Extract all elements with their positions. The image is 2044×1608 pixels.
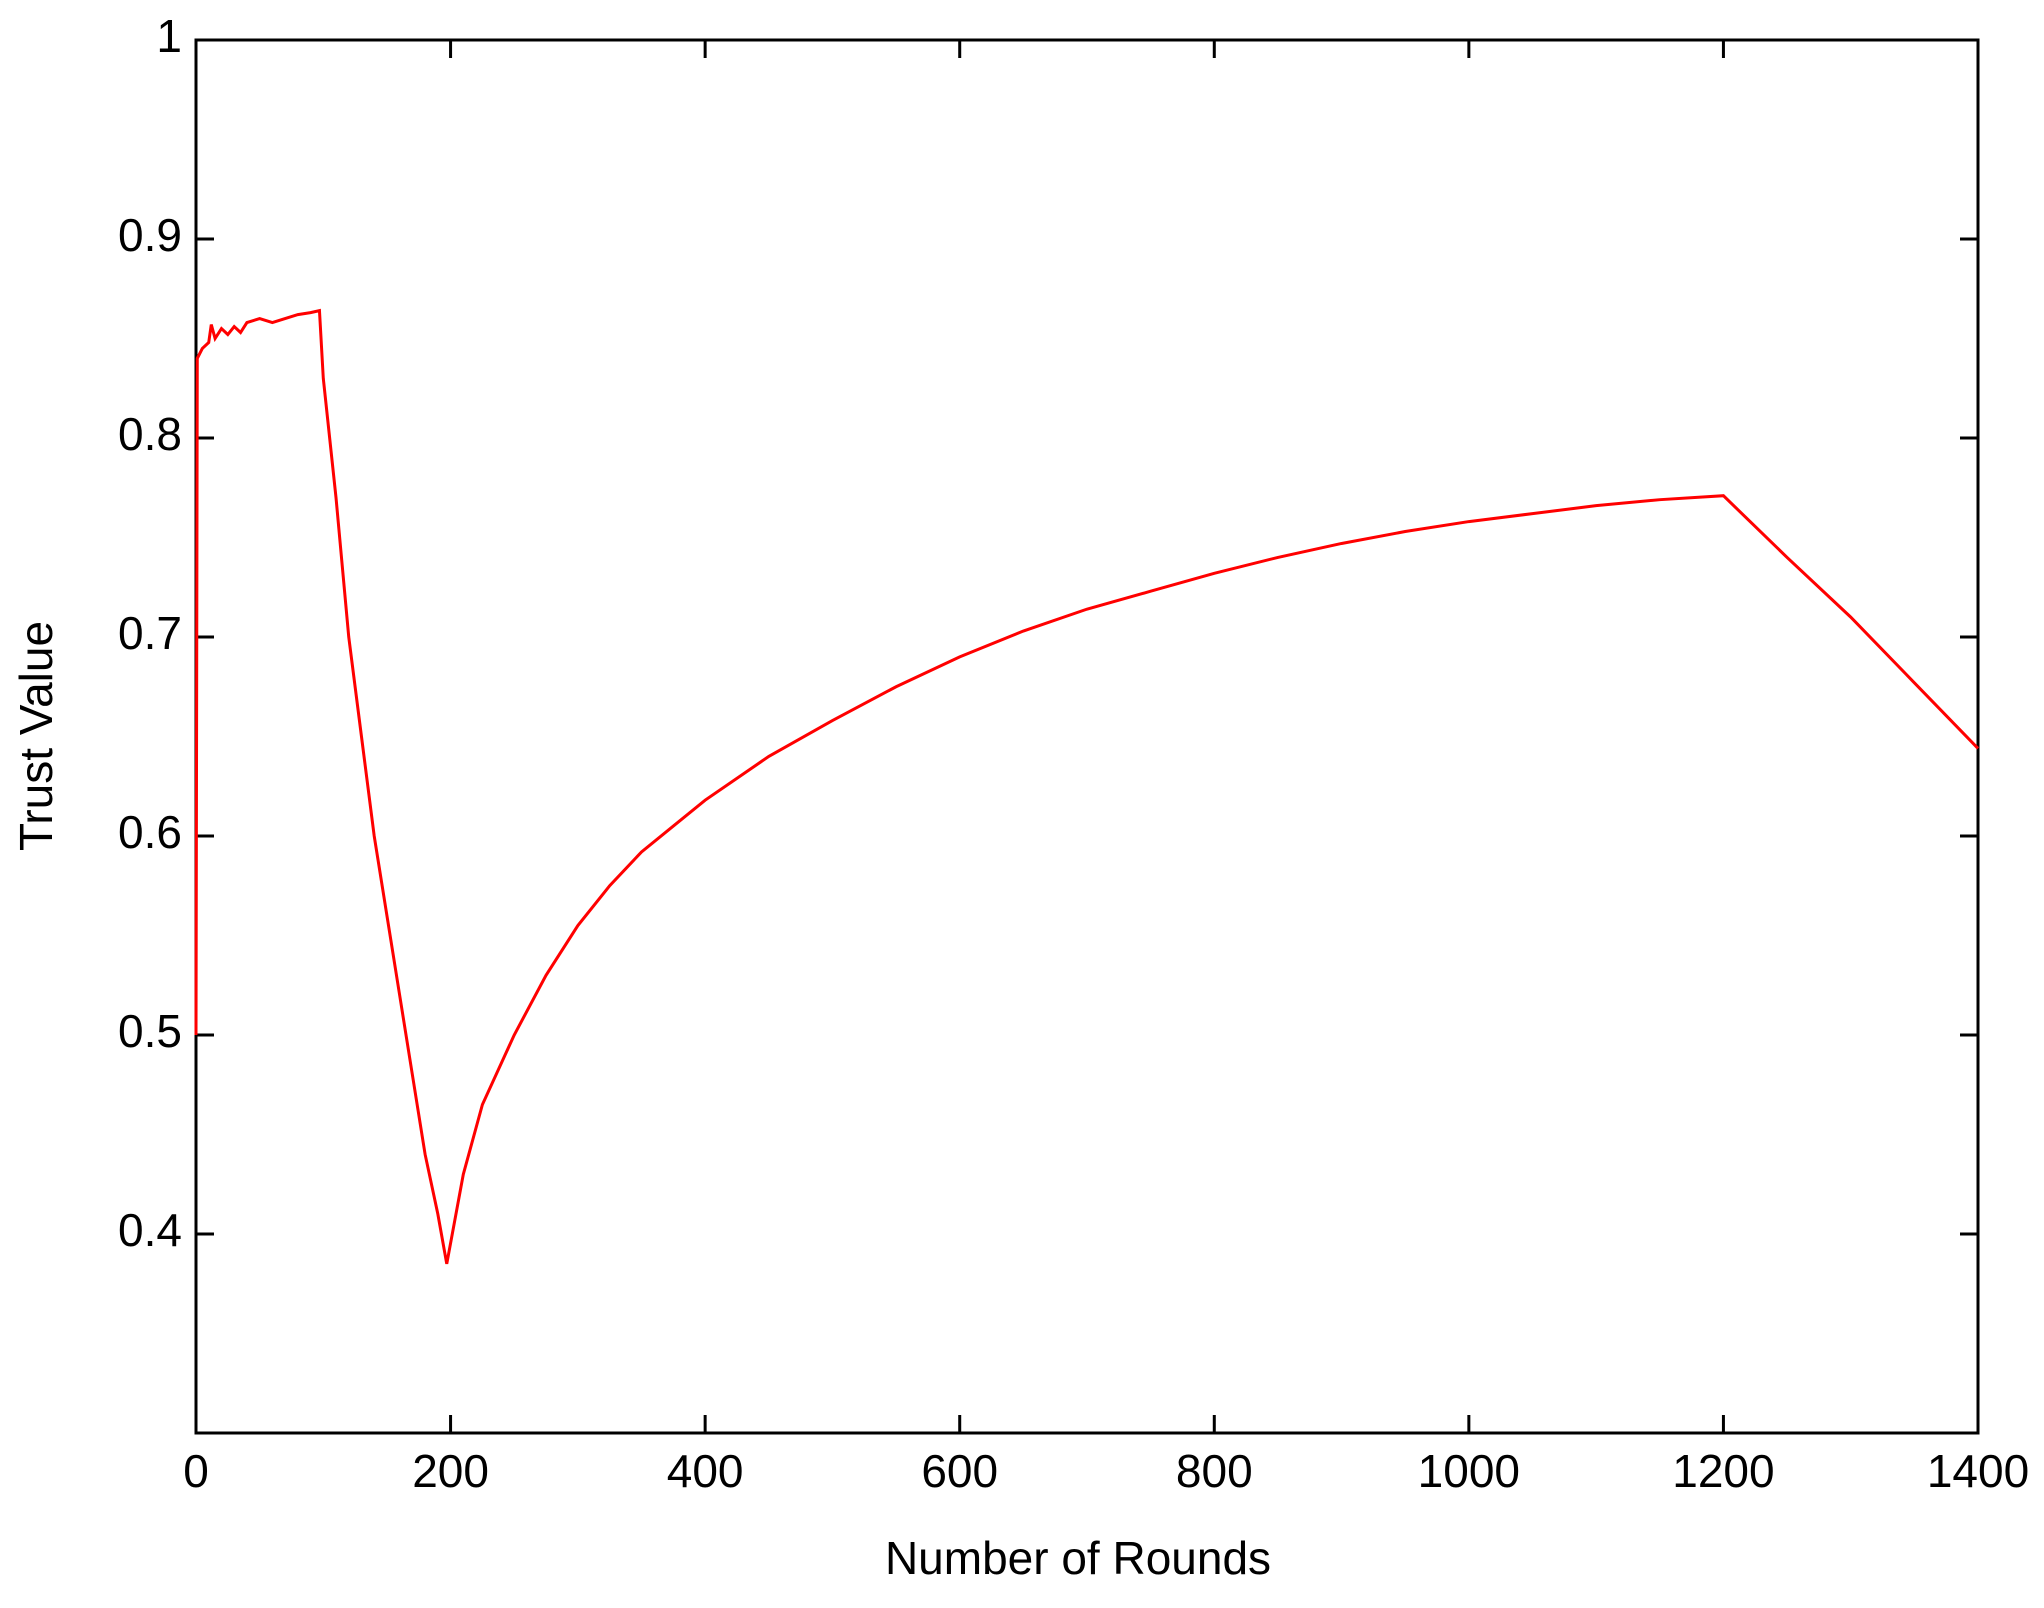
plot-frame <box>194 38 1980 1435</box>
y-tick-label: 1 <box>156 10 182 62</box>
y-axis-label: Trust Value <box>10 621 62 851</box>
x-tick-label: 200 <box>412 1445 489 1497</box>
x-tick-label: 1200 <box>1672 1445 1774 1497</box>
data-line <box>194 308 1980 1265</box>
x-tick-label: 800 <box>1176 1445 1253 1497</box>
x-axis-label: Number of Rounds <box>885 1532 1271 1584</box>
y-tick-label: 0.5 <box>118 1005 182 1057</box>
x-tick-label: 1400 <box>1927 1445 2029 1497</box>
x-tick-label: 600 <box>921 1445 998 1497</box>
y-tick-label: 0.4 <box>118 1204 182 1256</box>
y-tick-label: 0.9 <box>118 209 182 261</box>
x-tick-label: 0 <box>183 1445 209 1497</box>
x-tick-label: 400 <box>667 1445 744 1497</box>
y-tick-label: 0.6 <box>118 806 182 858</box>
y-tick-label: 0.7 <box>118 607 182 659</box>
y-tick-label: 0.8 <box>118 408 182 460</box>
x-tick-label: 1000 <box>1418 1445 1520 1497</box>
